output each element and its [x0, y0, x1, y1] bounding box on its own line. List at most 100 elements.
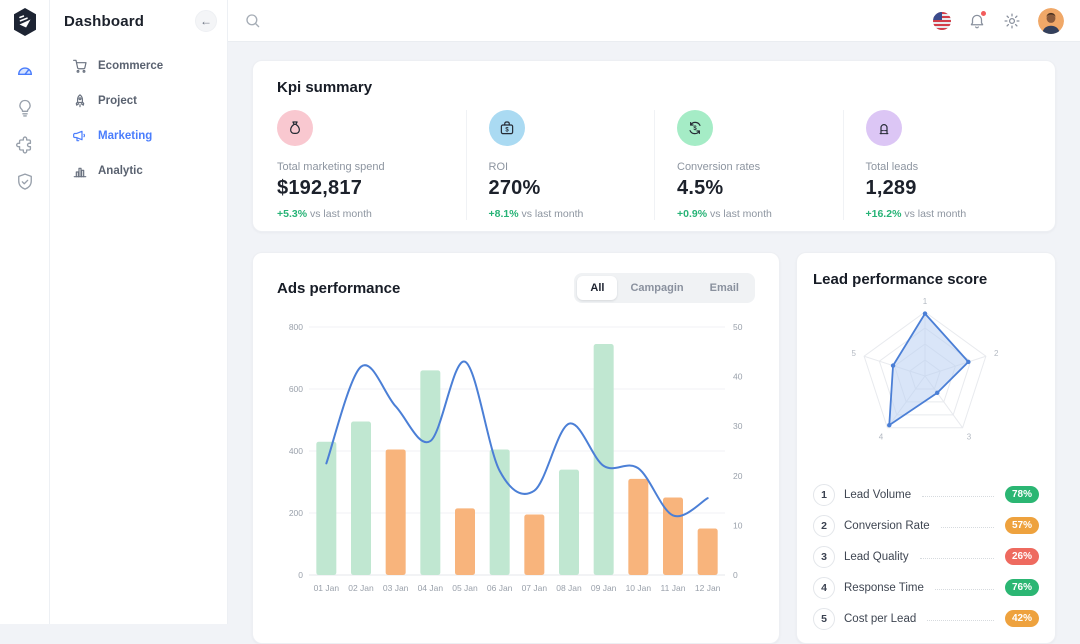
svg-text:1: 1 [923, 297, 928, 306]
svg-text:$: $ [505, 128, 509, 134]
dotted-leader [934, 589, 994, 590]
lead-performance-title: Lead performance score [813, 271, 988, 288]
legend-number: 1 [813, 483, 835, 506]
sidebar-header: Dashboard ← [50, 0, 227, 32]
search-icon[interactable] [244, 12, 262, 30]
svg-text:$: $ [693, 126, 697, 132]
sidebar-item-marketing[interactable]: Marketing [50, 123, 227, 149]
dotted-leader [922, 496, 994, 497]
lead-legend: 1 Lead Volume 78% 2 Conversion Rate 57% … [813, 479, 1039, 634]
notification-dot [980, 9, 987, 17]
kpi-change: +0.9% vs last month [677, 208, 772, 220]
ads-filter-tabs: All Campagin Email [574, 273, 755, 303]
page-title: Dashboard [64, 13, 145, 30]
money-bag-icon [277, 110, 313, 146]
score-badge: 42% [1004, 610, 1039, 627]
svg-text:0: 0 [298, 570, 303, 580]
sidebar-item-label: Ecommerce [98, 60, 164, 72]
sidebar-item-ecommerce[interactable]: Ecommerce [50, 53, 227, 79]
sidebar-item-analytic[interactable]: Analytic [50, 158, 227, 184]
score-badge: 57% [1004, 517, 1039, 534]
kpi-value: 4.5% [677, 177, 724, 199]
svg-text:20: 20 [733, 471, 743, 481]
tab-email[interactable]: Email [697, 276, 752, 300]
svg-text:2: 2 [994, 349, 999, 358]
kpi-value: 270% [488, 177, 541, 199]
score-badge: 76% [1004, 579, 1039, 596]
legend-row-lead-volume: 1 Lead Volume 78% [813, 479, 1039, 510]
kpi-label: Conversion rates [677, 161, 761, 173]
puzzle-icon[interactable] [14, 134, 36, 156]
sidebar-collapse-button[interactable]: ← [195, 10, 217, 32]
icon-rail [0, 0, 50, 624]
lead-performance-card: Lead performance score 1 2 3 4 5 1 Lead Volu… [796, 252, 1056, 644]
svg-text:4: 4 [879, 433, 884, 442]
bell-icon[interactable] [968, 9, 987, 30]
legend-number: 2 [813, 514, 835, 537]
svg-text:01 Jan: 01 Jan [314, 583, 340, 593]
kpi-value: $192,817 [277, 177, 363, 199]
ads-performance-header: Ads performance All Campagin Email [277, 273, 755, 303]
score-badge: 78% [1004, 486, 1039, 503]
legend-row-conversion-rate: 2 Conversion Rate 57% [813, 510, 1039, 541]
svg-text:04 Jan: 04 Jan [418, 583, 444, 593]
lead-radar-chart: 1 2 3 4 5 [852, 297, 999, 442]
kpi-summary-card: Kpi summary Total marketing spend $192,8… [252, 60, 1056, 232]
topbar [228, 0, 1080, 42]
legend-row-cost-per-lead: 5 Cost per Lead 42% [813, 603, 1039, 634]
topbar-actions [933, 7, 1064, 34]
avatar[interactable] [1038, 7, 1064, 34]
svg-text:30: 30 [733, 421, 743, 431]
legend-row-lead-quality: 3 Lead Quality 26% [813, 541, 1039, 572]
score-badge: 26% [1004, 548, 1039, 565]
rail-nav [14, 60, 36, 193]
gear-icon[interactable] [1003, 12, 1021, 30]
sidebar-item-project[interactable]: Project [50, 88, 227, 114]
svg-text:0: 0 [733, 570, 738, 580]
legend-label: Response Time [844, 581, 924, 594]
ads-performance-card: Ads performance All Campagin Email 0 200 4… [252, 252, 780, 644]
kpi-total-marketing-spend: Total marketing spend $192,817 +5.3% vs … [277, 110, 466, 220]
dotted-leader [927, 620, 994, 621]
sidebar: Dashboard ← Ecommerce Project [50, 0, 228, 624]
us-flag-icon[interactable] [933, 11, 951, 30]
briefcase-dollar-icon: $ [488, 110, 525, 146]
svg-text:09 Jan: 09 Jan [591, 583, 617, 593]
svg-text:02 Jan: 02 Jan [348, 583, 374, 593]
shield-check-icon[interactable] [14, 171, 36, 193]
rocket-icon [72, 93, 88, 109]
legend-label: Conversion Rate [844, 519, 930, 532]
legend-number: 5 [813, 607, 835, 630]
app-logo[interactable] [9, 6, 41, 38]
magnet-icon [865, 110, 902, 146]
tab-all[interactable]: All [577, 276, 618, 300]
kpi-total-leads: Total leads 1,289 +16.2% vs last month [842, 110, 1032, 220]
legend-number: 4 [813, 576, 835, 599]
svg-text:200: 200 [289, 508, 303, 518]
dotted-leader [919, 558, 994, 559]
svg-text:3: 3 [967, 433, 972, 442]
lightbulb-icon[interactable] [14, 97, 36, 119]
tab-campaign[interactable]: Campagin [617, 276, 696, 300]
svg-text:08 Jan: 08 Jan [556, 583, 582, 593]
kpi-change: +8.1% vs last month [488, 208, 584, 220]
svg-text:800: 800 [289, 322, 303, 332]
svg-text:07 Jan: 07 Jan [522, 583, 548, 593]
kpi-roi: $ ROI 270% +8.1% vs last month [465, 110, 655, 220]
kpi-conversion-rates: $ Conversion rates 4.5% +0.9% vs last mo… [654, 110, 843, 220]
sidebar-item-label: Marketing [98, 130, 153, 142]
svg-text:05 Jan: 05 Jan [452, 583, 478, 593]
svg-text:50: 50 [733, 322, 743, 332]
svg-text:10: 10 [733, 520, 743, 530]
dotted-leader [940, 527, 994, 528]
sync-dollar-icon: $ [677, 110, 713, 146]
sidebar-item-label: Analytic [98, 165, 143, 177]
megaphone-icon [72, 128, 88, 144]
kpi-change: +16.2% vs last month [865, 208, 967, 220]
kpi-change: +5.3% vs last month [277, 208, 372, 220]
svg-text:5: 5 [852, 349, 857, 358]
dashboard-gauge-icon[interactable] [14, 60, 36, 82]
svg-text:400: 400 [289, 446, 303, 456]
ads-combo-chart: 0 200 400 600 800 0 10 20 30 40 50 01 Jan 02 Jan 03 J… [289, 322, 743, 593]
kpi-label: Total leads [865, 161, 919, 173]
